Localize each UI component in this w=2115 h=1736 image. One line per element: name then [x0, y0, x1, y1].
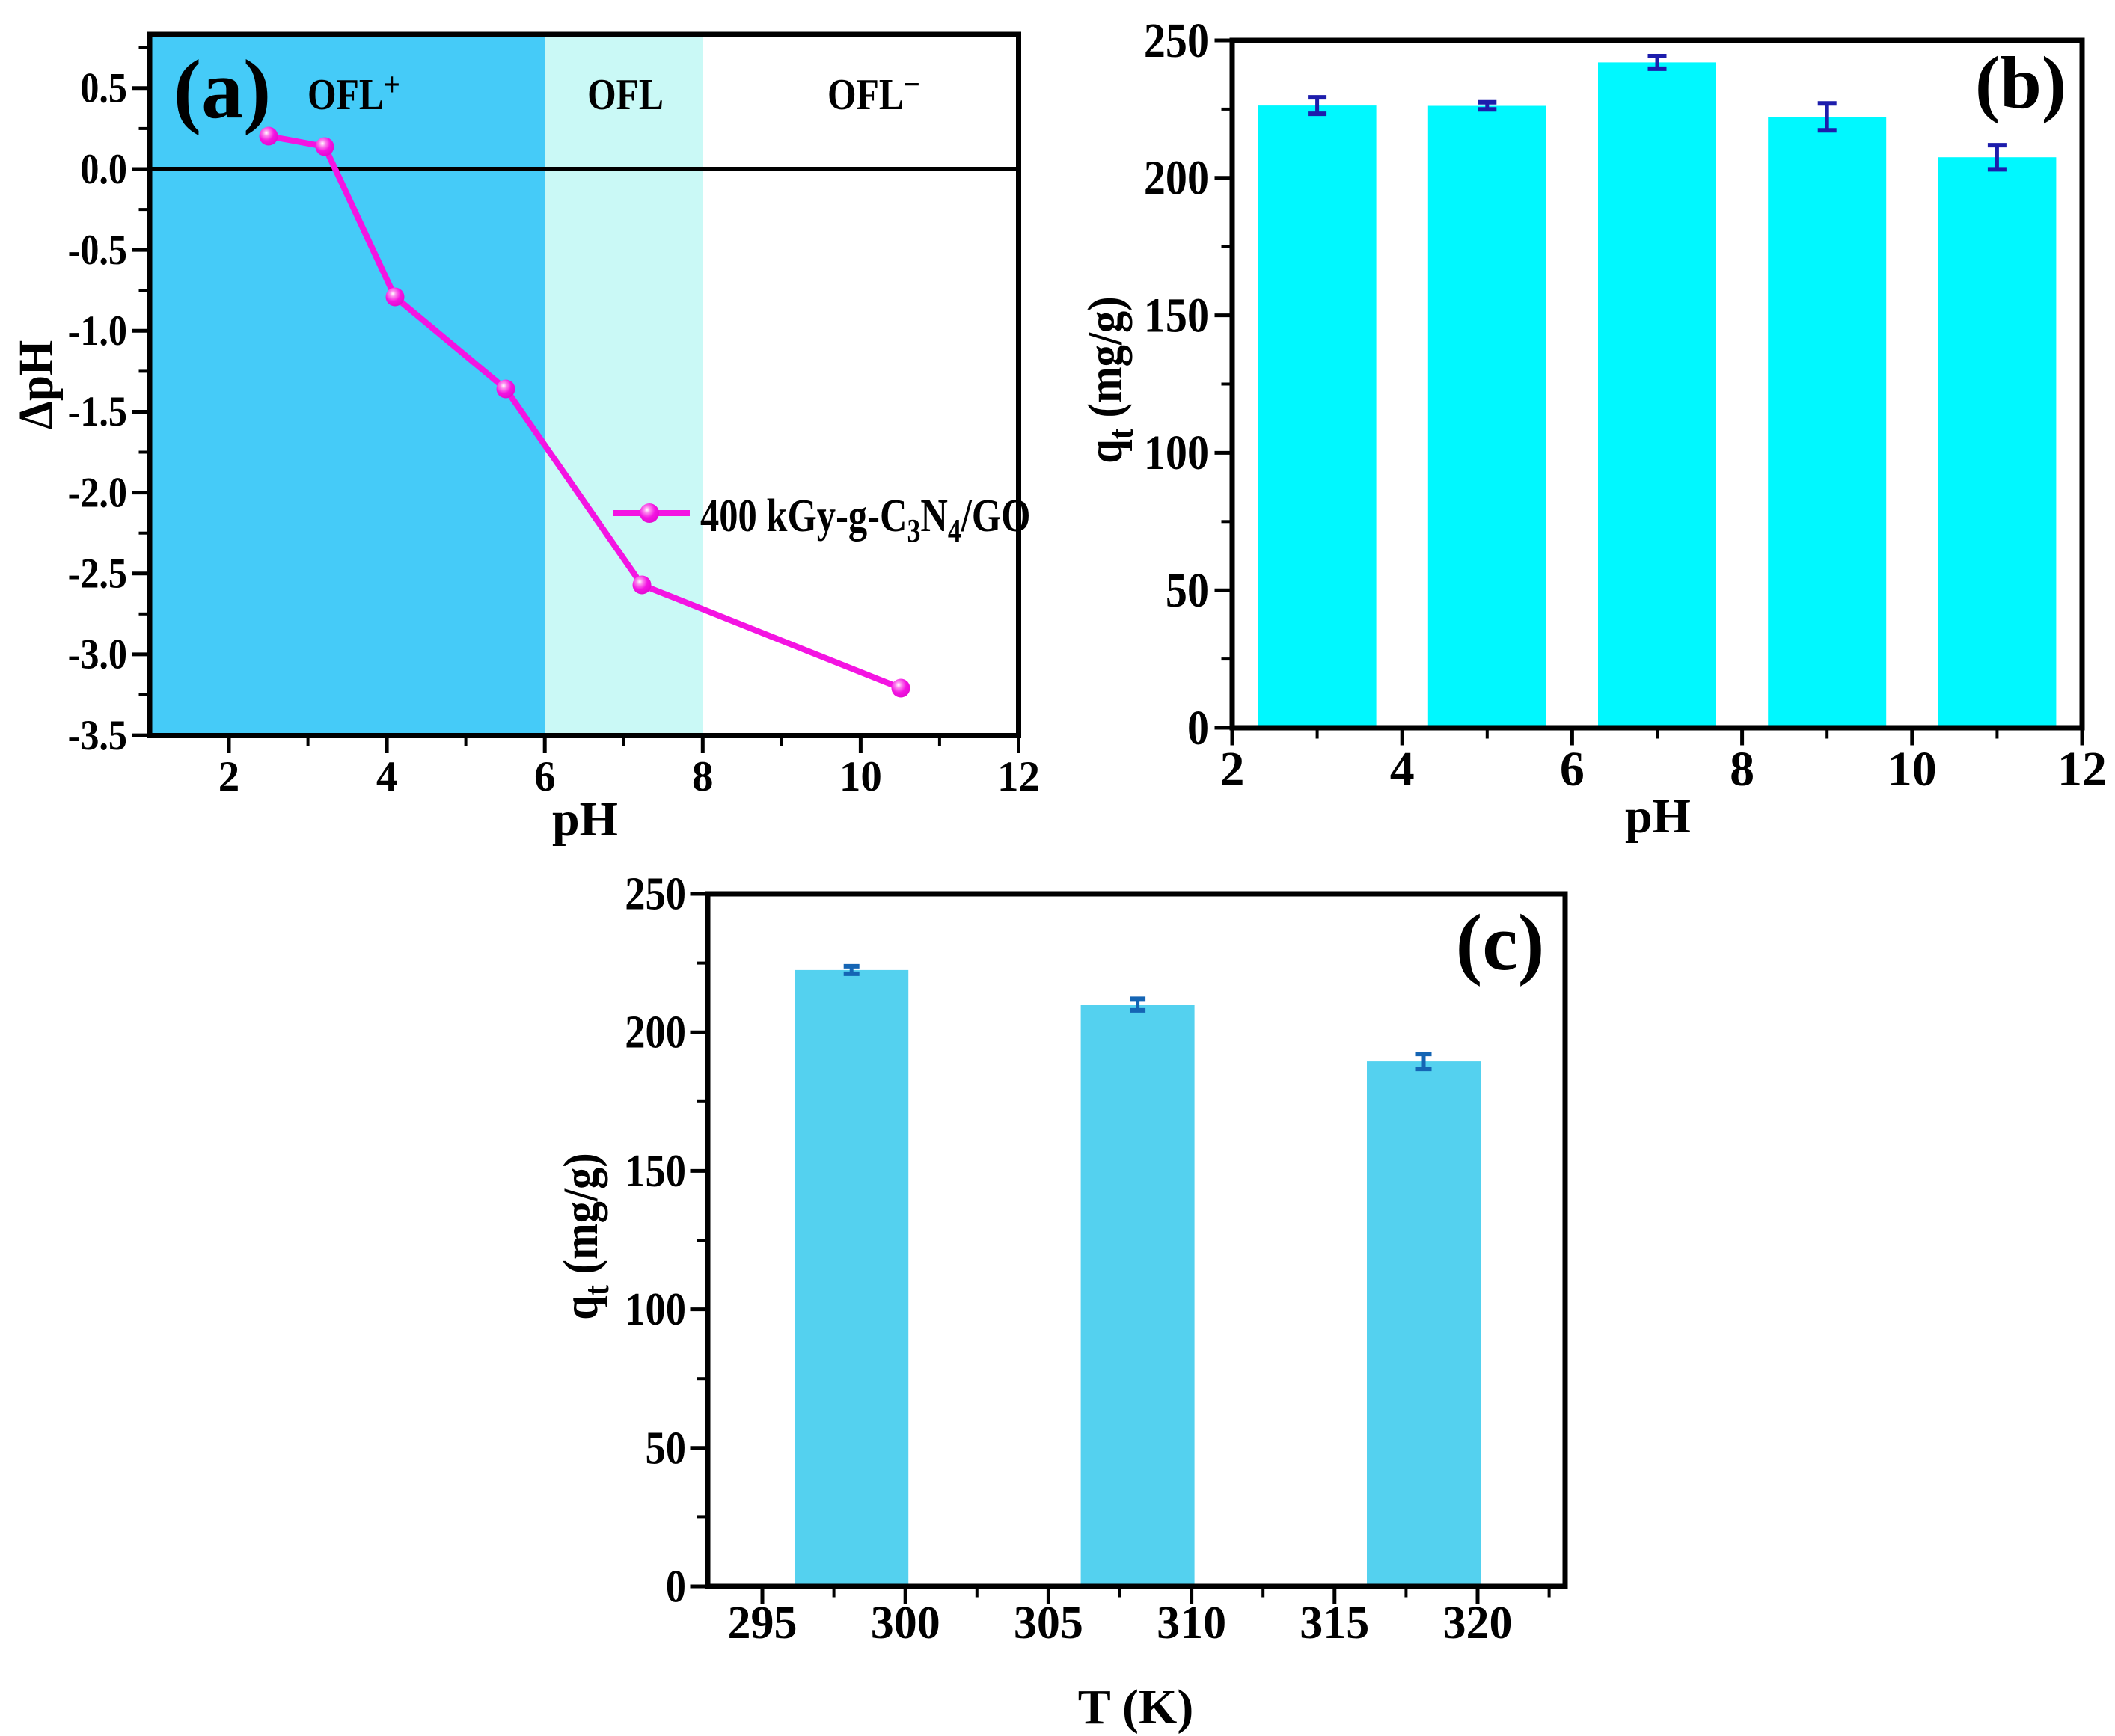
svg-text:315: 315	[1300, 1598, 1369, 1648]
svg-text:12: 12	[2057, 742, 2107, 797]
svg-text:-1.0: -1.0	[68, 307, 127, 355]
svg-text:50: 50	[1166, 564, 1209, 618]
svg-text:300: 300	[871, 1598, 940, 1648]
svg-text:4: 4	[1390, 742, 1415, 797]
svg-text:2: 2	[1220, 742, 1245, 797]
svg-text:ΔpH: ΔpH	[8, 340, 64, 430]
svg-text:100: 100	[625, 1283, 686, 1335]
svg-text:-2.5: -2.5	[68, 550, 127, 598]
svg-text:8: 8	[1730, 742, 1754, 797]
svg-text:-3.0: -3.0	[68, 631, 127, 678]
svg-text:(a): (a)	[174, 43, 272, 136]
svg-text:150: 150	[625, 1145, 686, 1197]
svg-text:6: 6	[1560, 742, 1585, 797]
svg-text:OFL: OFL	[587, 70, 664, 119]
svg-text:10: 10	[1888, 742, 1937, 797]
svg-text:(b): (b)	[1975, 41, 2066, 124]
svg-text:200: 200	[625, 1006, 686, 1058]
svg-text:100: 100	[1144, 426, 1209, 480]
svg-text:50: 50	[645, 1422, 686, 1473]
svg-text:310: 310	[1157, 1598, 1226, 1648]
svg-text:T (K): T (K)	[1078, 1680, 1194, 1735]
svg-text:4: 4	[376, 753, 398, 800]
svg-text:0: 0	[1187, 701, 1209, 755]
svg-text:295: 295	[728, 1598, 798, 1648]
svg-text:pH: pH	[552, 792, 618, 847]
svg-text:pH: pH	[1625, 789, 1691, 844]
svg-text:6: 6	[534, 753, 556, 800]
svg-text:10: 10	[839, 753, 882, 800]
svg-text:0.5: 0.5	[80, 64, 127, 112]
svg-text:0: 0	[666, 1560, 686, 1612]
svg-text:qt (mg/g): qt (mg/g)	[1078, 296, 1141, 463]
svg-text:320: 320	[1443, 1598, 1513, 1648]
svg-text:150: 150	[1144, 289, 1209, 343]
svg-text:0.0: 0.0	[80, 145, 127, 193]
svg-text:2: 2	[218, 753, 240, 800]
svg-text:250: 250	[1144, 13, 1209, 67]
svg-text:12: 12	[997, 753, 1040, 800]
svg-text:-2.0: -2.0	[68, 468, 127, 516]
svg-text:400 kGy-g-C3N4/GO: 400 kGy-g-C3N4/GO	[700, 491, 1030, 549]
svg-text:200: 200	[1144, 151, 1209, 205]
svg-text:-0.5: -0.5	[68, 226, 127, 274]
svg-text:(c): (c)	[1456, 899, 1545, 987]
svg-text:250: 250	[625, 868, 686, 919]
svg-text:305: 305	[1014, 1598, 1083, 1648]
svg-text:-1.5: -1.5	[68, 387, 127, 435]
svg-text:8: 8	[692, 753, 714, 800]
svg-text:-3.5: -3.5	[68, 711, 127, 759]
